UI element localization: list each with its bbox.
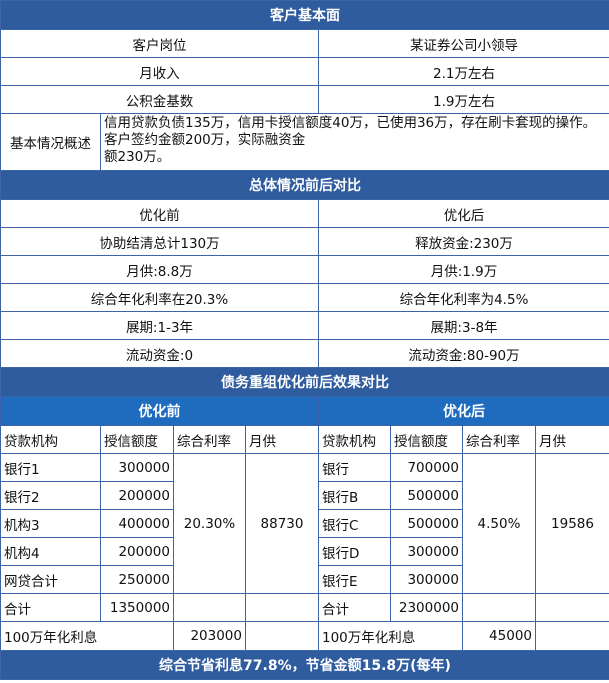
column-header: 授信额度 [390, 425, 463, 454]
lender-name: 银行1 [0, 453, 101, 482]
credit-amount: 400000 [100, 509, 174, 538]
after-rate: 4.50% [462, 453, 536, 594]
value-fund-base: 1.9万左右 [318, 85, 609, 114]
lender-name: 银行E [318, 565, 391, 594]
column-header: 月供 [535, 425, 609, 454]
empty-cell [535, 593, 609, 622]
savings-summary: 综合节省利息77.8%，节省金额15.8万(每年) [0, 650, 609, 680]
after-cell: 流动资金:80-90万 [318, 339, 609, 368]
before-cell: 优化前 [0, 199, 319, 228]
before-payment: 88730 [245, 453, 319, 594]
label-income: 月收入 [0, 57, 319, 86]
value-position: 某证券公司小领导 [318, 29, 609, 58]
section-title-effect-comparison: 债务重组优化前后效果对比 [0, 367, 609, 397]
credit-amount: 250000 [100, 565, 174, 594]
after-total: 2300000 [390, 593, 463, 622]
lender-name: 银行B [318, 481, 391, 510]
column-header: 综合利率 [173, 425, 246, 454]
before-cell: 综合年化利率在20.3% [0, 283, 319, 312]
empty-cell [535, 621, 609, 651]
empty-cell [245, 621, 319, 651]
before-total: 1350000 [100, 593, 174, 622]
credit-amount: 300000 [390, 565, 463, 594]
column-header: 综合利率 [462, 425, 536, 454]
lender-name: 网贷合计 [0, 565, 101, 594]
after-header: 优化后 [318, 396, 609, 426]
column-header: 贷款机构 [0, 425, 101, 454]
after-cell: 释放资金:230万 [318, 227, 609, 256]
column-header: 月供 [245, 425, 319, 454]
lender-name: 银行2 [0, 481, 101, 510]
summary-line-1: 信用贷款负债135万，信用卡授信额度40万，已使用36万，存在刷卡套现的操作。客… [104, 115, 597, 148]
lender-name: 银行D [318, 537, 391, 566]
interest-label: 100万年化利息 [0, 621, 174, 651]
empty-cell [245, 593, 319, 622]
lender-name: 机构4 [0, 537, 101, 566]
lender-name: 银行C [318, 509, 391, 538]
credit-amount: 700000 [390, 453, 463, 482]
label-fund-base: 公积金基数 [0, 85, 319, 114]
empty-cell [462, 593, 536, 622]
credit-amount: 200000 [100, 537, 174, 566]
credit-amount: 200000 [100, 481, 174, 510]
lender-name: 机构3 [0, 509, 101, 538]
after-cell: 优化后 [318, 199, 609, 228]
label-position: 客户岗位 [0, 29, 319, 58]
after-cell: 综合年化利率为4.5% [318, 283, 609, 312]
empty-cell [173, 593, 246, 622]
label-summary: 基本情况概述 [0, 113, 101, 171]
after-interest: 45000 [462, 621, 536, 651]
credit-amount: 500000 [390, 481, 463, 510]
before-cell: 月供:8.8万 [0, 255, 319, 284]
credit-amount: 500000 [390, 509, 463, 538]
total-label: 合计 [318, 593, 391, 622]
column-header: 授信额度 [100, 425, 174, 454]
total-label: 合计 [0, 593, 101, 622]
interest-label: 100万年化利息 [318, 621, 463, 651]
section-title-overall-comparison: 总体情况前后对比 [0, 170, 609, 200]
section-title-customer-basics: 客户基本面 [0, 0, 609, 30]
before-cell: 协助结清总计130万 [0, 227, 319, 256]
summary-text: 信用贷款负债135万，信用卡授信额度40万，已使用36万，存在刷卡套现的操作。客… [100, 113, 609, 171]
lender-name: 银行 [318, 453, 391, 482]
after-payment: 19586 [535, 453, 609, 594]
after-cell: 展期:3-8年 [318, 311, 609, 340]
before-interest: 203000 [173, 621, 246, 651]
after-cell: 月供:1.9万 [318, 255, 609, 284]
before-header: 优化前 [0, 396, 319, 426]
credit-amount: 300000 [390, 537, 463, 566]
credit-amount: 300000 [100, 453, 174, 482]
before-cell: 流动资金:0 [0, 339, 319, 368]
value-income: 2.1万左右 [318, 57, 609, 86]
before-cell: 展期:1-3年 [0, 311, 319, 340]
column-header: 贷款机构 [318, 425, 391, 454]
before-rate: 20.30% [173, 453, 246, 594]
summary-line-2: 额230万。 [104, 149, 171, 165]
